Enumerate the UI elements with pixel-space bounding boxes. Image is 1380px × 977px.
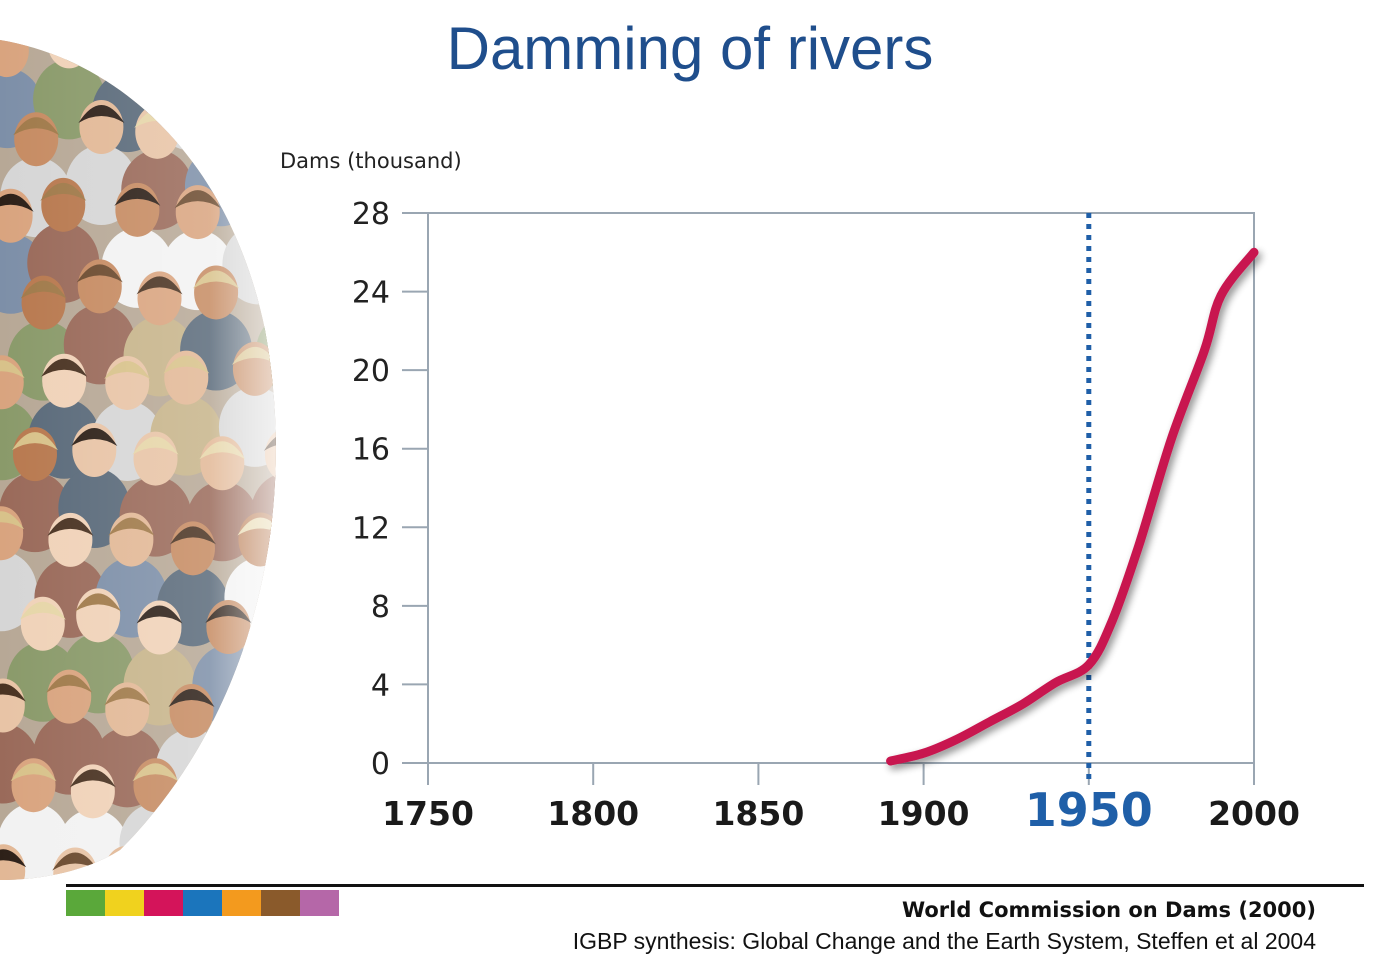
color-swatch-6 <box>261 890 300 916</box>
y-tick-label-20: 20 <box>352 354 390 389</box>
x-tick-label-1750: 1750 <box>382 794 474 833</box>
data-point-1920 <box>986 718 994 726</box>
color-strip <box>66 890 339 916</box>
slide-title: Damming of rivers <box>446 15 934 82</box>
footer-divider <box>66 884 1364 887</box>
color-swatch-5 <box>222 890 261 916</box>
x-tick-label-1800: 1800 <box>547 794 639 833</box>
color-swatch-1 <box>66 890 105 916</box>
crowd-photo <box>0 0 300 880</box>
data-point-1950 <box>1085 661 1093 669</box>
data-point-1930 <box>1019 700 1027 708</box>
y-axis-label: Dams (thousand) <box>280 149 462 173</box>
color-swatch-3 <box>144 890 183 916</box>
y-tick-label-8: 8 <box>371 590 390 625</box>
data-point-1940 <box>1052 678 1060 686</box>
x-tick-label-1900: 1900 <box>878 794 970 833</box>
x-tick-label-1850: 1850 <box>712 794 804 833</box>
color-swatch-2 <box>105 890 144 916</box>
source-credit: World Commission on Dams (2000) <box>901 898 1316 922</box>
data-point-1957 <box>1108 618 1116 626</box>
y-tick-label-16: 16 <box>352 433 390 468</box>
data-point-2000 <box>1250 248 1258 256</box>
color-swatch-4 <box>183 890 222 916</box>
data-point-1975 <box>1167 435 1175 443</box>
data-point-1900 <box>920 749 928 757</box>
color-swatch-7 <box>300 890 339 916</box>
y-tick-label-0: 0 <box>371 747 390 782</box>
y-tick-label-12: 12 <box>352 511 390 546</box>
data-point-1910 <box>953 735 961 743</box>
y-tick-label-28: 28 <box>352 197 390 232</box>
data-point-1990 <box>1217 292 1225 300</box>
y-tick-label-24: 24 <box>352 276 390 311</box>
data-point-1985 <box>1200 347 1208 355</box>
data-point-1965 <box>1134 543 1142 551</box>
x-tick-label-2000: 2000 <box>1208 794 1300 833</box>
crowd-photo-icon <box>0 40 276 880</box>
y-tick-label-4: 4 <box>371 668 390 703</box>
series-line-dams <box>886 247 1259 766</box>
data-point-1890 <box>887 757 895 765</box>
plot-frame <box>427 212 1255 764</box>
x-tick-label-1950: 1950 <box>1025 783 1153 837</box>
synthesis-credit: IGBP synthesis: Global Change and the Ea… <box>572 928 1316 954</box>
